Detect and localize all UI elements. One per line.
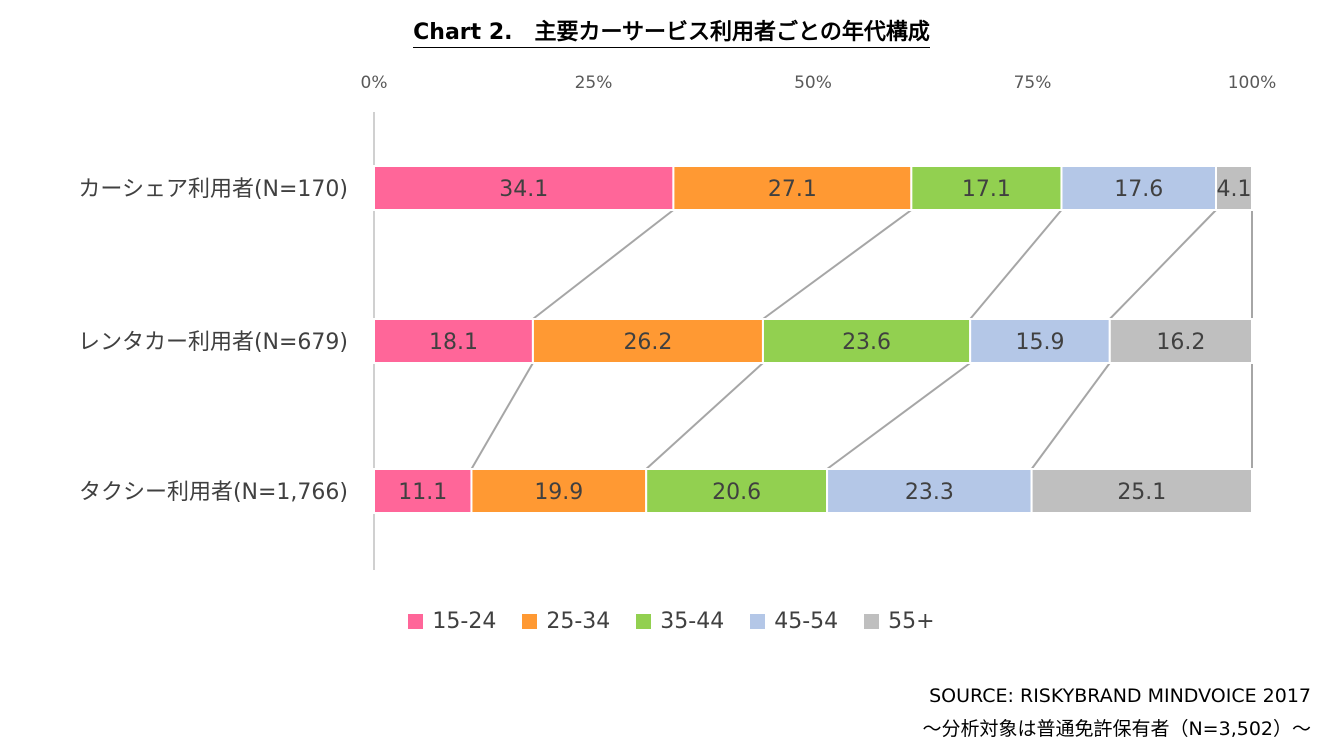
bar-segment [373, 468, 473, 514]
bar-segment [470, 468, 648, 514]
data-label: 34.1 [499, 177, 548, 202]
category-label: カーシェア利用者(N=170) [78, 177, 348, 202]
data-label: 23.3 [905, 480, 954, 505]
legend-item: 45-54 [750, 609, 838, 634]
bar-segment [1108, 318, 1254, 364]
legend-label: 55+ [888, 609, 935, 634]
legend-swatch [636, 614, 652, 629]
legend-item: 15-24 [408, 609, 496, 634]
data-label: 17.1 [962, 177, 1011, 202]
bar-segment [645, 468, 829, 514]
series-connector-line [470, 362, 534, 470]
series-connector-line [1030, 362, 1111, 470]
bar-segment [531, 318, 764, 364]
data-label: 23.6 [842, 330, 891, 355]
bar-segment [826, 468, 1033, 514]
legend-label: 25-34 [546, 609, 611, 634]
data-label: 4.1 [1217, 177, 1252, 202]
series-connector-line [1109, 209, 1217, 320]
source-subnote: ～分析対象は普通免許保有者（N=3,502）～ [922, 718, 1311, 740]
series-connector-line [762, 209, 912, 320]
legend-swatch [864, 614, 880, 629]
legend-label: 45-54 [774, 609, 839, 634]
bar-segment [761, 318, 972, 364]
legend-item: 25-34 [522, 609, 610, 634]
chart-title: Chart 2. 主要カーサービス利用者ごとの年代構成 [0, 14, 1343, 48]
x-tick-label: 100% [1228, 73, 1277, 93]
stacked-bar-chart: 0% 25% 50% 75% 100% カーシェア利用者(N=170) 34.1 27.1 17… [78, 73, 1277, 570]
legend-label: 35-44 [660, 609, 725, 634]
series-connector-line [826, 362, 971, 470]
bar-segment [1215, 165, 1253, 211]
data-label: 26.2 [623, 330, 672, 355]
legend-swatch [408, 614, 424, 629]
data-label: 20.6 [712, 480, 761, 505]
category-label: タクシー利用者(N=1,766) [79, 480, 348, 505]
series-connector-line [645, 362, 764, 470]
bar-segment [969, 318, 1111, 364]
data-label: 19.9 [534, 480, 583, 505]
source-note: SOURCE: RISKYBRAND MINDVOICE 2017 ～分析対象は… [922, 680, 1311, 746]
legend: 15-24 25-34 35-44 45-54 55+ [0, 609, 1343, 634]
bar-segment [373, 318, 534, 364]
bar-segment [1060, 165, 1218, 211]
series-connector-line [532, 209, 675, 320]
data-label: 27.1 [768, 177, 817, 202]
x-tick-label: 25% [575, 73, 613, 93]
x-tick-label: 50% [794, 73, 832, 93]
data-label: 17.6 [1114, 177, 1163, 202]
data-label: 15.9 [1015, 330, 1064, 355]
data-label: 11.1 [398, 480, 447, 505]
x-tick-label: 75% [1014, 73, 1052, 93]
legend-item: 35-44 [636, 609, 724, 634]
data-label: 16.2 [1156, 330, 1205, 355]
data-label: 18.1 [429, 330, 478, 355]
legend-item: 55+ [864, 609, 935, 634]
legend-swatch [750, 614, 766, 629]
bar-segment [1030, 468, 1253, 514]
legend-label: 15-24 [432, 609, 497, 634]
bar-segment [373, 165, 675, 211]
series-connector-line [969, 209, 1063, 320]
x-tick-label: 0% [361, 73, 388, 93]
category-label: レンタカー利用者(N=679) [78, 330, 348, 355]
source-line: SOURCE: RISKYBRAND MINDVOICE 2017 [929, 685, 1311, 707]
legend-swatch [522, 614, 538, 629]
data-label: 25.1 [1117, 480, 1166, 505]
